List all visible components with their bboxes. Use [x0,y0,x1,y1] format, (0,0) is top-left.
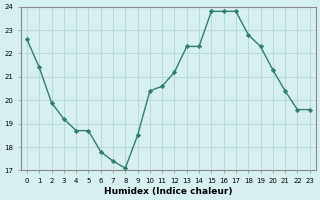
X-axis label: Humidex (Indice chaleur): Humidex (Indice chaleur) [104,187,233,196]
